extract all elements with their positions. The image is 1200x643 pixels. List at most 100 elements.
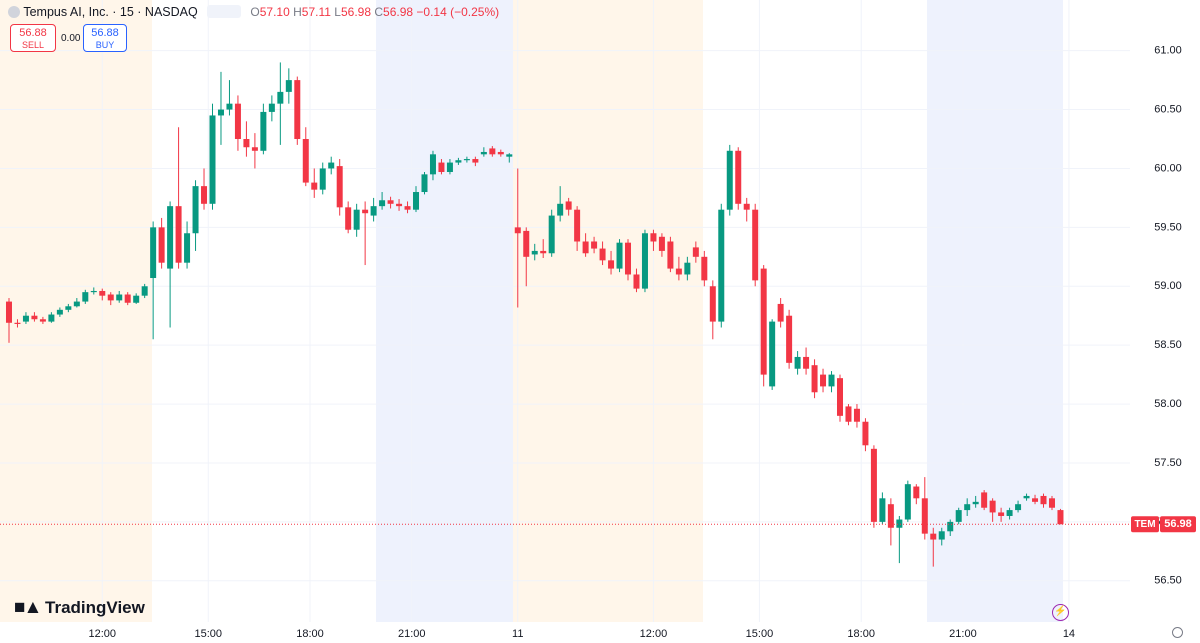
candle-body: [947, 521, 954, 532]
candle-body: [625, 242, 632, 275]
candle-body: [107, 294, 114, 301]
x-tick-label: 15:00: [746, 628, 774, 640]
candle-body: [989, 500, 996, 513]
candle-body: [99, 290, 106, 296]
candle-body: [141, 286, 148, 296]
candle-body: [692, 247, 699, 257]
candle-body: [887, 504, 894, 528]
y-tick-label: 56.50: [1154, 575, 1182, 587]
candle-body: [446, 162, 453, 172]
candle-body: [599, 248, 606, 261]
watermark: ■▲ TradingView: [14, 597, 145, 619]
price-tag-text: 56.98: [1164, 518, 1192, 530]
y-tick-label: 60.50: [1154, 103, 1182, 115]
candle-body: [998, 512, 1005, 516]
ohlc-key: C: [374, 5, 384, 19]
ohlc-key: O: [250, 5, 260, 19]
candle-body: [633, 274, 640, 289]
candle-body: [972, 501, 979, 505]
candle-body: [438, 162, 445, 172]
candle-body: [786, 315, 793, 363]
symbol-tag: [1131, 516, 1159, 533]
y-tick-label: 58.00: [1154, 398, 1182, 410]
candle-body: [217, 109, 224, 116]
candle-body: [650, 233, 657, 242]
candle-body: [277, 91, 284, 104]
candle-body: [616, 242, 623, 269]
settings-button[interactable]: [1172, 627, 1183, 638]
ohlc-value: 57.11: [301, 5, 331, 19]
candle-body: [184, 233, 191, 263]
sell-label: SELL: [21, 40, 45, 50]
y-tick-label: 60.00: [1154, 162, 1182, 174]
candle-body: [921, 498, 928, 534]
x-tick-label: 12:00: [640, 628, 668, 640]
candle-body: [362, 209, 369, 214]
candle-body: [862, 421, 869, 446]
candle-body: [396, 203, 403, 207]
ohlc-value: 56.98: [383, 5, 414, 19]
buy-price: 56.88: [91, 27, 119, 39]
x-tick-label: 21:00: [949, 628, 977, 640]
symbol[interactable]: Tempus AI, Inc. · 15 · NASDAQ: [23, 5, 198, 19]
candle-body: [413, 192, 420, 210]
candle-body: [234, 103, 241, 140]
candle-body: [285, 80, 292, 92]
y-tick-label: 59.00: [1154, 280, 1182, 292]
candle-body: [455, 160, 462, 163]
buy-button[interactable]: 56.88 BUY: [83, 24, 127, 52]
ohlc-value: 56.98: [340, 5, 371, 19]
sell-button[interactable]: 56.88 SELL: [10, 24, 56, 52]
candle-body: [116, 294, 123, 301]
candle-body: [56, 309, 63, 315]
candle-body: [845, 406, 852, 422]
candle-body: [226, 103, 233, 110]
x-tick-label: 14: [1063, 628, 1075, 640]
candle-body: [302, 139, 309, 183]
buy-label: BUY: [95, 40, 115, 50]
candle-body: [514, 227, 521, 234]
candle-body: [701, 256, 708, 281]
candle-body: [243, 139, 250, 148]
ohlc-key: H: [293, 5, 302, 19]
candle-body: [5, 301, 12, 323]
candle-body: [158, 227, 165, 263]
candle-body: [811, 365, 818, 393]
candle-body: [370, 206, 377, 216]
x-tick-label: 15:00: [194, 628, 222, 640]
candle-body: [523, 230, 530, 257]
candle-body: [955, 510, 962, 522]
candle-body: [752, 209, 759, 281]
candle-body: [709, 286, 716, 322]
candle-body: [260, 111, 267, 151]
candle-body: [294, 80, 301, 140]
candle-body: [964, 504, 971, 511]
premarket-shade: [0, 0, 152, 622]
candle-body: [735, 150, 742, 204]
candle-body: [777, 303, 784, 322]
candle-body: [1032, 498, 1039, 502]
candle-body: [904, 484, 911, 520]
candle-body: [268, 103, 275, 112]
candle-body: [938, 531, 945, 540]
candle-body: [345, 207, 352, 230]
candle-body: [794, 356, 801, 369]
compare-toggle[interactable]: [207, 5, 242, 18]
symbol-line: Tempus AI, Inc. · 15 · NASDAQ O57.10 H57…: [8, 5, 499, 19]
candle-body: [582, 241, 589, 254]
y-tick-label: 61.00: [1154, 45, 1182, 57]
sell-price: 56.88: [19, 27, 47, 39]
candle-body: [1048, 498, 1055, 508]
candle-body: [531, 250, 538, 255]
candle-body: [124, 294, 131, 303]
ohlc-value: 57.10: [259, 5, 290, 19]
candle-body: [209, 115, 216, 204]
candle-body: [853, 408, 860, 422]
y-tick-label: 58.50: [1154, 339, 1182, 351]
candle-body: [22, 315, 29, 322]
candle-body: [828, 374, 835, 387]
lightning-button[interactable]: ⚡: [1052, 604, 1069, 621]
candle-body: [133, 295, 140, 303]
x-tick-label: 12:00: [88, 628, 116, 640]
